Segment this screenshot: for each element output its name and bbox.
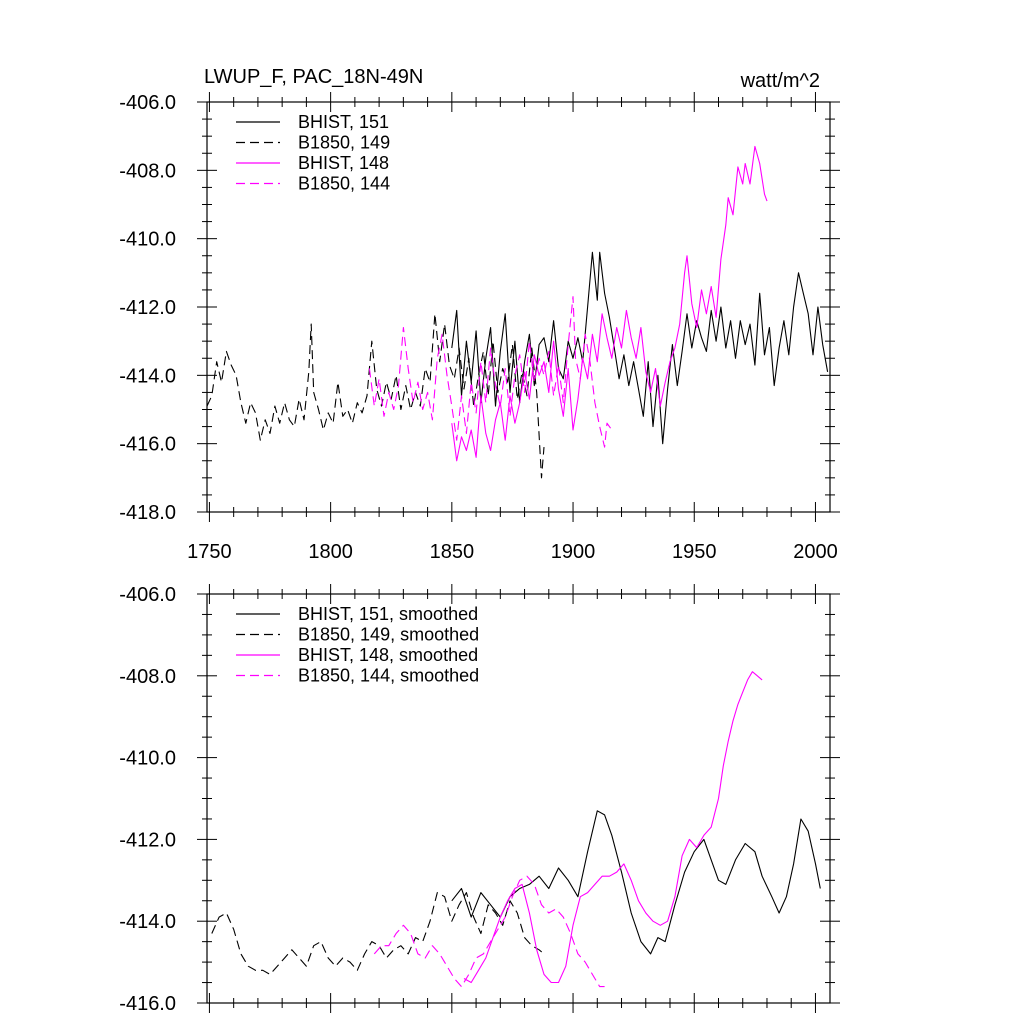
- legend-label: B1850, 144: [298, 174, 390, 194]
- x-tick-label: 1950: [672, 541, 717, 563]
- series-line-b1850-144: [368, 296, 613, 448]
- y-tick-label: -410.0: [119, 748, 176, 770]
- y-tick-label: -414.0: [119, 365, 176, 387]
- series-line-bhist-151: [451, 251, 829, 445]
- x-tick-label: 1750: [187, 541, 232, 563]
- series-line-bhist-151-smoothed: [451, 810, 821, 955]
- y-tick-label: -414.0: [119, 911, 176, 933]
- x-tick-label: 1800: [308, 541, 353, 563]
- y-tick-label: -412.0: [119, 829, 176, 851]
- smoothed-panel: -406.0 -408.0 -410.0 -412.0 -414.0 -416.0 BHIS…: [119, 584, 840, 1015]
- y-tick-label: -412.0: [119, 297, 176, 319]
- legend-label: BHIST, 151, smoothed: [298, 604, 478, 624]
- series-line-bhist-148: [451, 145, 768, 462]
- y-tick-label: -416.0: [119, 434, 176, 456]
- y-tick-label: -416.0: [119, 993, 176, 1015]
- y-tick-label: -418.0: [119, 502, 176, 524]
- x-tick-label: 2000: [793, 541, 838, 563]
- y-tick-label: -408.0: [119, 160, 176, 182]
- legend-label: B1850, 149, smoothed: [298, 625, 479, 645]
- legend-label: B1850, 149: [298, 133, 390, 153]
- legend-label: BHIST, 148, smoothed: [298, 645, 478, 665]
- series-line-b1850-149-smoothed: [211, 892, 545, 975]
- x-tick-label: 1900: [551, 541, 596, 563]
- units-label: watt/m^2: [740, 70, 820, 92]
- figure-title: LWUP_F, PAC_18N-49N: [204, 66, 423, 88]
- legend-label: BHIST, 151: [298, 112, 389, 132]
- x-tick-label: 1850: [430, 541, 475, 563]
- annual-panel: LWUP_F, PAC_18N-49N watt/m^2 1750 1800 185…: [119, 66, 840, 563]
- series-line-b1850-144-smoothed: [373, 875, 605, 988]
- y-tick-label: -406.0: [119, 92, 176, 114]
- y-tick-label: -406.0: [119, 584, 176, 606]
- series-line-b1850-149: [206, 313, 545, 479]
- y-tick-label: -408.0: [119, 666, 176, 688]
- y-tick-label: -410.0: [119, 229, 176, 251]
- legend-label: BHIST, 148: [298, 153, 389, 173]
- legend-label: B1850, 144, smoothed: [298, 666, 479, 686]
- series-line-bhist-148-smoothed: [463, 671, 763, 984]
